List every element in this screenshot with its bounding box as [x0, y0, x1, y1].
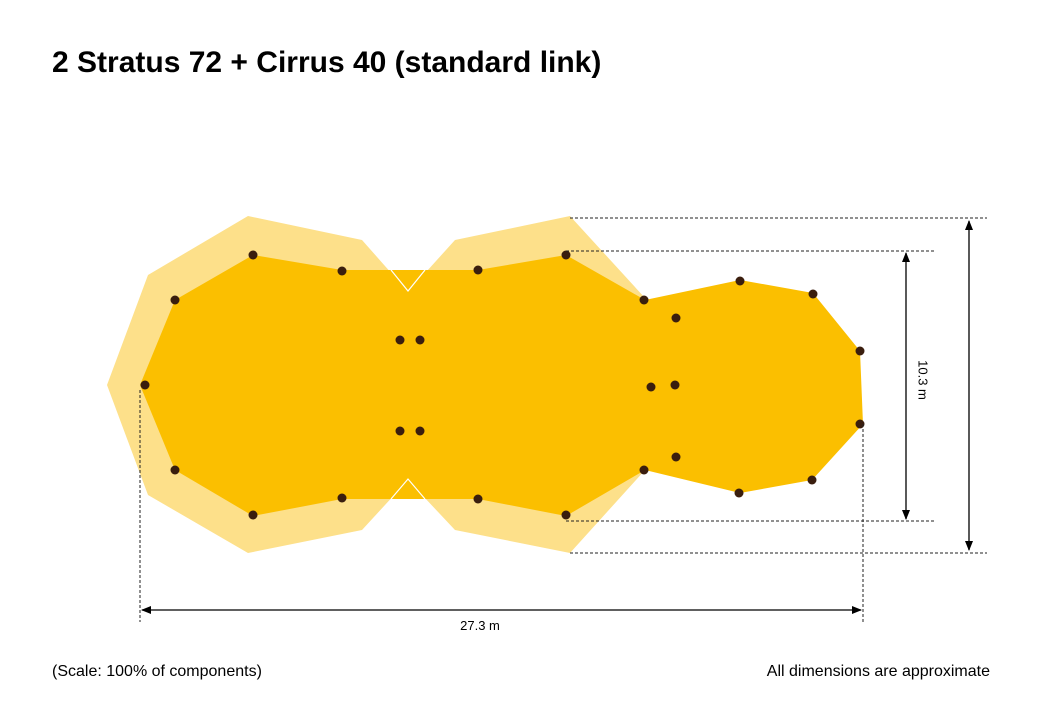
scale-note: (Scale: 100% of components) [52, 663, 262, 680]
title: 2 Stratus 72 + Cirrus 40 (standard link) [52, 46, 601, 79]
height-label: 10.3 m [916, 360, 931, 400]
width-label: 27.3 m [460, 618, 500, 633]
approx-note: All dimensions are approximate [767, 663, 990, 680]
link-notch [390, 269, 426, 292]
inner-footprint [140, 255, 863, 516]
anchor-points [140, 250, 865, 520]
link-notch [390, 478, 426, 500]
dimension-guides [139, 217, 987, 622]
